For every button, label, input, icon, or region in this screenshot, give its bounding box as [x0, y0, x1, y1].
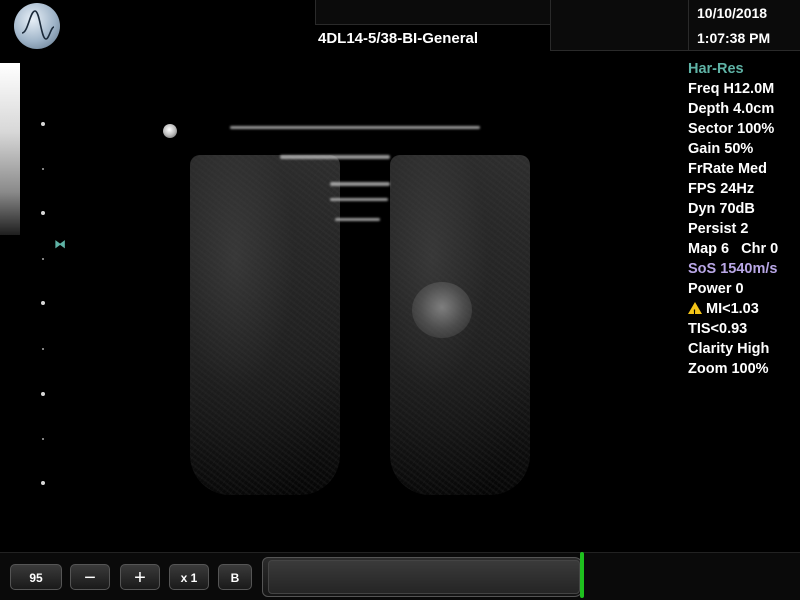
depth-tick [41, 392, 45, 396]
header-cell-top-mid [550, 0, 689, 25]
focus-marker-icon[interactable]: ⧓ [54, 237, 66, 251]
depth-tick [42, 258, 44, 260]
reverberation-line [330, 198, 388, 201]
param-map-chroma: Map 6 Chr 0 [688, 241, 779, 257]
depth-tick [42, 438, 44, 440]
depth-tick [42, 168, 44, 170]
param-depth: Depth 4.0cm [688, 101, 775, 117]
parameter-panel: Har-Res Freq H12.0M Depth 4.0cm Sector 1… [688, 59, 778, 379]
probe-preset-label[interactable]: 4DL14-5/38-BI-General [318, 30, 479, 47]
param-gain: Gain 50% [688, 141, 754, 157]
param-zoom: Zoom 100% [688, 361, 769, 377]
param-thermal-index: TIS<0.93 [688, 321, 748, 337]
tissue-region-left [190, 155, 340, 495]
depth-tick [41, 481, 45, 485]
depth-tick [41, 301, 45, 305]
param-speed-of-sound: SoS 1540m/s [688, 261, 778, 277]
cine-slider-fill [268, 560, 580, 594]
param-frame-rate: FrRate Med [688, 161, 767, 177]
param-clarity: Clarity High [688, 341, 770, 357]
param-persistence: Persist 2 [688, 221, 749, 237]
plus-button[interactable]: + [120, 564, 160, 590]
depth-tick [41, 122, 45, 126]
header-bar: 4DL14-5/38-BI-General 10/10/2018 1:07:38… [0, 0, 800, 52]
b-mode-button[interactable]: B [218, 564, 252, 590]
param-frequency: Freq H12.0M [688, 81, 775, 97]
grayscale-bar [0, 63, 20, 235]
depth-tick [41, 211, 45, 215]
param-dynamic-range: Dyn 70dB [688, 201, 755, 217]
speed-multiplier-button[interactable]: x 1 [169, 564, 209, 590]
param-fps: FPS 24Hz [688, 181, 755, 197]
time-label: 1:07:38 PM [697, 30, 771, 46]
reverberation-line [280, 155, 390, 159]
date-label: 10/10/2018 [697, 5, 768, 21]
minus-button[interactable]: − [70, 564, 110, 590]
param-mechanical-index-row: MI<1.03 [688, 299, 778, 323]
reverberation-line [335, 218, 380, 221]
warning-icon [688, 302, 702, 323]
lesion-region [412, 282, 472, 338]
param-harmonic: Har-Res [688, 61, 744, 77]
param-sector: Sector 100% [688, 121, 775, 137]
depth-tick [42, 348, 44, 350]
param-mechanical-index: MI<1.03 [706, 301, 759, 317]
cine-slider-handle[interactable] [580, 552, 584, 598]
value-box[interactable]: 95 [10, 564, 62, 590]
reverberation-line [230, 126, 480, 129]
param-power: Power 0 [688, 281, 744, 297]
ultrasound-image[interactable] [160, 110, 560, 500]
orientation-marker-icon [163, 124, 177, 138]
waveform-logo-icon[interactable] [14, 3, 60, 49]
header-cell-top-left [315, 0, 551, 25]
reverberation-line [330, 182, 390, 186]
header-cell-datetime [688, 0, 800, 51]
header-cell-bottom-mid [550, 24, 689, 51]
